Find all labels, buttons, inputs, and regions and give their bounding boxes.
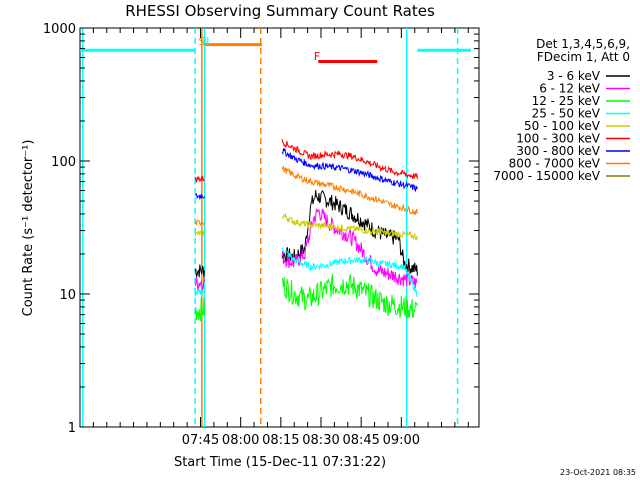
series-line-4-1 (281, 212, 418, 242)
series-line-7-1 (281, 166, 418, 215)
legend-label: 25 - 50 keV (532, 107, 601, 121)
legend-label: 7000 - 15000 keV (493, 169, 600, 183)
series-line-3-1 (281, 247, 418, 298)
series-line-2-1 (281, 273, 418, 319)
plot-frame (79, 27, 480, 428)
y-tick-label: 100 (51, 155, 76, 170)
series-line-5-0 (194, 175, 205, 183)
x-tick-label: 08:15 (262, 433, 299, 448)
y-tick-label: 10 (59, 288, 76, 303)
footer-date: 23-Oct-2021 08:35 (560, 468, 636, 477)
series-line-2-0 (194, 297, 205, 322)
chart-title: RHESSI Observing Summary Count Rates (125, 2, 435, 20)
x-tick-label: 08:45 (342, 433, 379, 448)
annotation-f: F (314, 50, 321, 63)
legend-label: 50 - 100 keV (524, 119, 601, 133)
y-tick-label: 1000 (43, 22, 76, 37)
series-line-5-1 (281, 139, 418, 180)
series-line-4-0 (194, 229, 205, 237)
legend-label: 300 - 800 keV (516, 144, 600, 158)
annotation-n: N (203, 35, 210, 48)
x-tick-label: 07:45 (182, 433, 219, 448)
series-line-6-0 (194, 192, 205, 201)
series-line-0-0 (194, 264, 205, 278)
legend-label: 12 - 25 keV (532, 94, 601, 108)
legend: Det 1,3,4,5,6,9,FDecim 1, Att 0 3 - 6 keV… (493, 37, 630, 183)
series-line-0-1 (281, 189, 418, 276)
y-axis-label: Count Rate (s⁻¹ detector⁻¹) (21, 140, 36, 317)
legend-label: 100 - 300 keV (516, 132, 600, 146)
series-line-1-0 (194, 276, 205, 292)
x-axis-label: Start Time (15-Dec-11 07:31:22) (174, 455, 386, 470)
legend-label: 3 - 6 keV (547, 69, 601, 83)
legend-header-line: FDecim 1, Att 0 (537, 50, 630, 64)
series-line-3-0 (194, 288, 205, 297)
y-tick-label: 1 (68, 421, 76, 436)
series-line-6-1 (281, 147, 418, 193)
x-tick-label: 08:00 (222, 433, 259, 448)
legend-label: 6 - 12 keV (539, 82, 601, 96)
legend-label: 800 - 7000 keV (509, 157, 601, 171)
x-tick-label: 09:00 (383, 433, 420, 448)
annotation-s: S (199, 35, 206, 48)
x-tick-label: 08:30 (302, 433, 339, 448)
series-line-7-0 (194, 219, 205, 227)
legend-header-line: Det 1,3,4,5,6,9, (536, 37, 630, 51)
